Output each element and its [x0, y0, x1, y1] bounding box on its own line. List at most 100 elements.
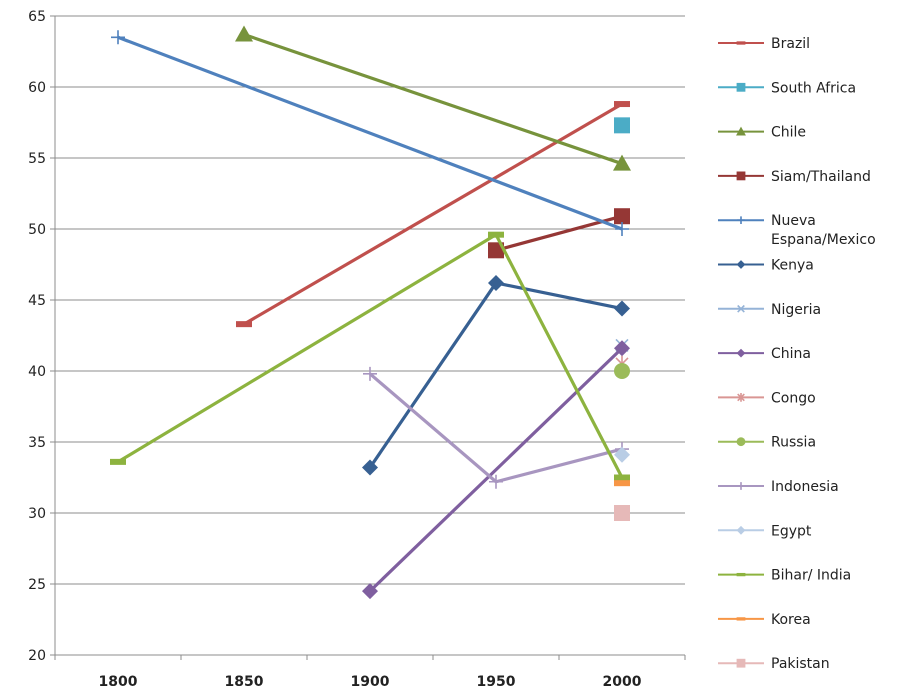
legend-item-congo: Congo [718, 390, 816, 406]
data-point-south-africa [614, 117, 630, 134]
series-kenya [362, 274, 630, 476]
data-point-china [614, 340, 630, 357]
legend-item-nigeria: Nigeria [718, 302, 821, 318]
series-line-chile [243, 32, 623, 166]
data-point-pakistan [614, 505, 630, 521]
legend-item-bihar-india: Bihar/ India [718, 568, 851, 584]
series-layer [110, 25, 631, 600]
legend-label: Siam/Thailand [771, 169, 871, 185]
data-point-chile [613, 154, 631, 171]
legend-item-korea: Korea [718, 612, 811, 628]
series-line-kenya [368, 281, 623, 469]
series-chile [235, 25, 631, 171]
legend-swatch-marker [736, 82, 746, 92]
axes: 20 25 30 35 40 45 50 55 60 65 1800 1850 1900 1950 2000 [28, 9, 686, 690]
data-point-indonesia [489, 474, 503, 489]
series-korea [614, 480, 630, 487]
x-tick-label: 1800 [99, 674, 138, 690]
x-tick-label: 1900 [351, 674, 390, 690]
legend-label: Congo [771, 390, 816, 406]
legend-label: Russia [771, 435, 816, 451]
series-line-nueva-espana-mexico [117, 35, 623, 231]
y-tick-label: 65 [28, 9, 46, 25]
data-point-nueva-espana-mexico [615, 222, 629, 236]
legend-item-brazil: Brazil [718, 36, 810, 52]
series-line-china [368, 347, 624, 593]
legend-label: Indonesia [771, 479, 839, 495]
data-point-russia [614, 363, 630, 379]
y-tick-label: 20 [28, 648, 46, 664]
y-tick-label: 60 [28, 80, 46, 96]
series-siam-thailand [488, 208, 630, 259]
legend-swatch-marker [736, 348, 746, 358]
legend-label: Bihar/ India [771, 568, 851, 584]
legend-item-kenya: Kenya [718, 258, 814, 274]
data-point-china [362, 583, 378, 600]
grid [55, 15, 685, 656]
legend-label: Korea [771, 612, 811, 628]
data-point-korea [614, 480, 630, 487]
legend-item-nueva-espana-mexico: Nueva Espana/Mexico [718, 213, 876, 248]
series-egypt [614, 446, 630, 463]
x-tick-label: 2000 [603, 674, 642, 690]
legend-label: Kenya [771, 258, 814, 274]
data-point-siam-thailand [614, 208, 630, 225]
y-tick-label: 30 [28, 506, 46, 522]
data-point-kenya [614, 300, 630, 317]
legend-label: Chile [771, 125, 806, 141]
legend-swatch-marker [736, 572, 746, 577]
series-pakistan [614, 505, 630, 521]
legend-swatch-marker [736, 41, 746, 45]
legend-swatch-marker [736, 525, 746, 535]
legend-label: South Africa [771, 80, 856, 96]
series-line-brazil [243, 102, 623, 326]
legend-item-indonesia: Indonesia [718, 479, 839, 495]
series-south-africa [614, 117, 630, 134]
legend-item-egypt: Egypt [718, 523, 812, 539]
series-indonesia [363, 366, 629, 489]
legend-label-line: Nueva [771, 213, 816, 229]
legend-label: Pakistan [771, 656, 830, 672]
series-china [362, 340, 630, 600]
data-point-siam-thailand [488, 242, 504, 259]
legend-item-russia: Russia [718, 435, 816, 451]
series-russia [614, 363, 630, 379]
y-tick-label: 50 [28, 222, 46, 238]
y-tick-label: 25 [28, 577, 46, 593]
data-point-kenya [488, 274, 504, 291]
series-line-bihar-india [117, 233, 624, 479]
series-bihar-india [110, 231, 630, 481]
y-tick-label: 45 [28, 293, 46, 309]
x-tick-label: 1950 [477, 674, 516, 690]
data-point-indonesia [363, 366, 377, 381]
data-point-bihar-india [110, 458, 126, 465]
legend-swatch-marker [737, 393, 745, 402]
legend-item-siam-thailand: Siam/Thailand [718, 169, 871, 185]
legend-swatch-marker [737, 304, 745, 313]
legend-label: China [771, 346, 811, 362]
legend-item-chile: Chile [718, 125, 806, 141]
legend-swatch-marker [737, 482, 745, 490]
data-point-bihar-india [614, 474, 630, 481]
legend-item-china: China [718, 346, 811, 362]
legend-label: Nueva Espana/Mexico [771, 213, 876, 248]
x-tick-label: 1850 [225, 674, 264, 690]
series-brazil [236, 101, 630, 328]
y-tick-label: 55 [28, 151, 46, 167]
legend-item-south-africa: South Africa [718, 80, 856, 96]
legend-label: Egypt [771, 523, 812, 539]
data-point-kenya [362, 459, 378, 476]
data-point-brazil [236, 321, 252, 328]
legend-label: Brazil [771, 36, 810, 52]
legend-swatch-marker [736, 260, 746, 269]
legend-label-line: Espana/Mexico [771, 232, 876, 248]
legend-swatch-marker [736, 126, 746, 136]
data-point-brazil [614, 101, 630, 108]
legend: Brazil South Africa Chile Siam/Thailand Nuev… [718, 36, 876, 672]
legend-swatch-marker [736, 658, 746, 668]
legend-label: Nigeria [771, 302, 821, 318]
y-tick-label: 35 [28, 435, 46, 451]
data-point-nueva-espana-mexico [111, 30, 125, 45]
